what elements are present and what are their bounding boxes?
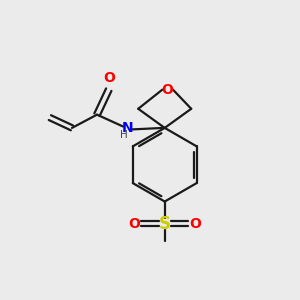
Text: O: O [103,71,115,85]
Text: O: O [128,217,140,231]
Text: H: H [120,130,128,140]
Text: O: O [189,217,201,231]
Text: N: N [122,121,134,135]
Text: O: O [162,82,174,97]
Text: S: S [159,214,171,232]
